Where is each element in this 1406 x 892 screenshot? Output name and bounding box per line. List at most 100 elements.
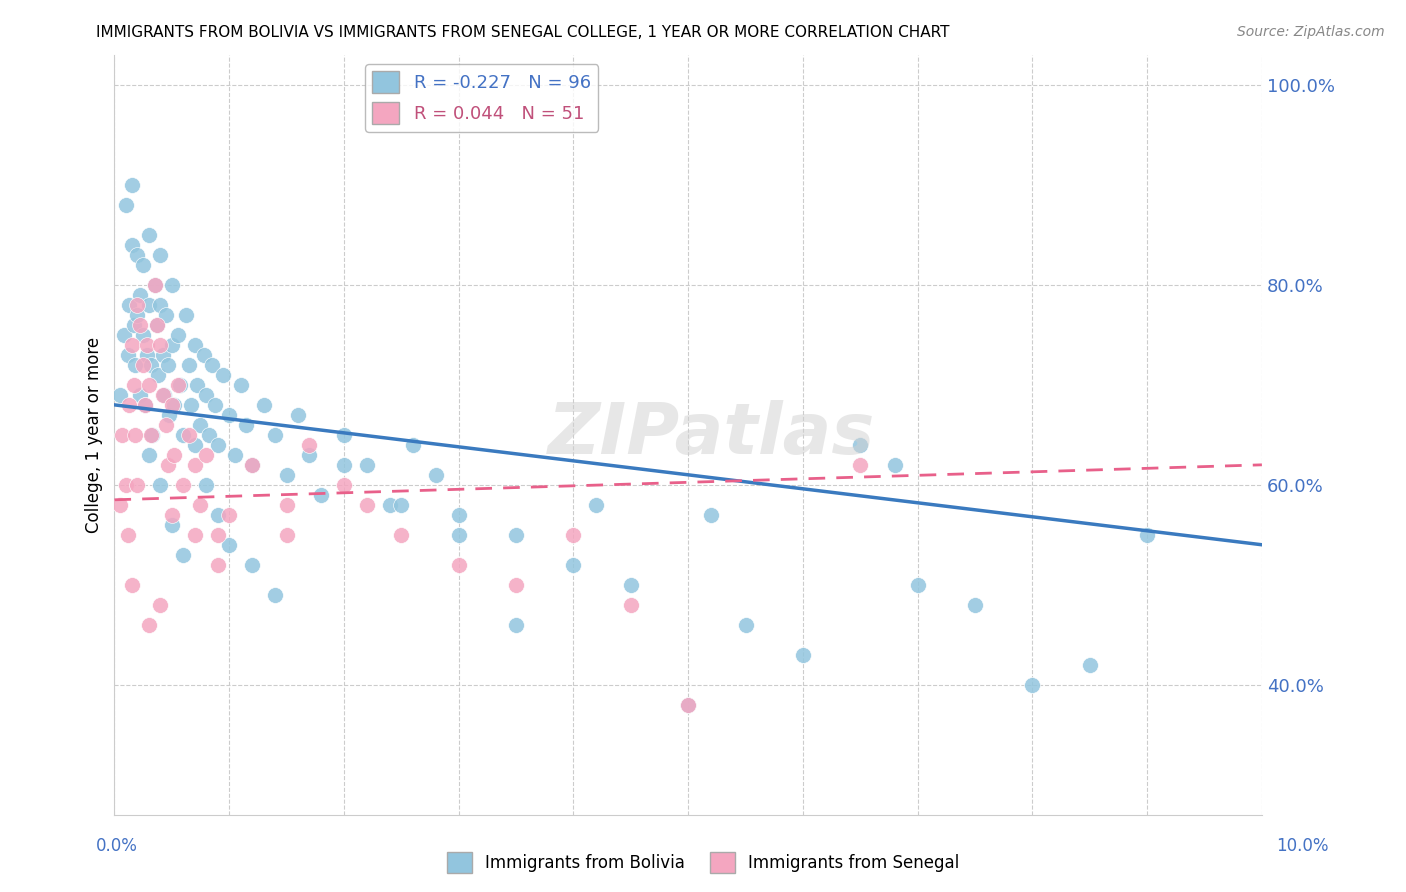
Point xyxy=(121,338,143,352)
Point xyxy=(298,448,321,462)
Point xyxy=(155,417,177,432)
Point xyxy=(160,277,183,292)
Point xyxy=(447,528,470,542)
Point xyxy=(562,558,585,572)
Text: 10.0%: 10.0% xyxy=(1277,837,1329,855)
Point xyxy=(734,617,756,632)
Point xyxy=(207,558,229,572)
Point xyxy=(184,438,207,452)
Point xyxy=(121,238,143,252)
Point xyxy=(134,398,156,412)
Point xyxy=(160,338,183,352)
Point xyxy=(193,348,215,362)
Point xyxy=(108,388,131,402)
Point xyxy=(118,298,141,312)
Point xyxy=(112,327,135,342)
Point xyxy=(128,318,150,332)
Point xyxy=(201,358,224,372)
Point xyxy=(124,358,146,372)
Point xyxy=(121,578,143,592)
Point xyxy=(135,348,157,362)
Point xyxy=(166,377,188,392)
Point xyxy=(849,438,872,452)
Point xyxy=(190,417,212,432)
Legend: R = -0.227   N = 96, R = 0.044   N = 51: R = -0.227 N = 96, R = 0.044 N = 51 xyxy=(366,64,598,132)
Point xyxy=(585,498,607,512)
Text: Source: ZipAtlas.com: Source: ZipAtlas.com xyxy=(1237,25,1385,39)
Point xyxy=(389,528,412,542)
Point xyxy=(186,377,208,392)
Point xyxy=(149,298,172,312)
Point xyxy=(152,348,174,362)
Point xyxy=(160,508,183,522)
Text: ZIPatlas: ZIPatlas xyxy=(547,401,875,469)
Point xyxy=(139,358,162,372)
Point xyxy=(139,427,162,442)
Point xyxy=(676,698,699,712)
Point xyxy=(195,388,218,402)
Point xyxy=(298,438,321,452)
Point xyxy=(620,598,643,612)
Point xyxy=(172,548,194,562)
Point xyxy=(132,327,155,342)
Point xyxy=(127,478,149,492)
Point xyxy=(127,308,149,322)
Point xyxy=(149,338,172,352)
Point xyxy=(207,528,229,542)
Point xyxy=(135,338,157,352)
Point xyxy=(149,598,172,612)
Point xyxy=(402,438,425,452)
Point xyxy=(264,427,287,442)
Point xyxy=(218,538,240,552)
Point xyxy=(157,458,180,472)
Point xyxy=(108,498,131,512)
Point xyxy=(122,377,145,392)
Point xyxy=(157,358,180,372)
Point xyxy=(124,427,146,442)
Point xyxy=(849,458,872,472)
Point xyxy=(276,498,298,512)
Point xyxy=(138,617,160,632)
Point xyxy=(152,388,174,402)
Point xyxy=(163,448,186,462)
Point xyxy=(118,398,141,412)
Point xyxy=(235,417,257,432)
Point xyxy=(115,198,138,212)
Point xyxy=(159,408,181,422)
Point xyxy=(134,398,156,412)
Point xyxy=(425,467,447,482)
Point xyxy=(309,488,332,502)
Point xyxy=(1136,528,1159,542)
Point xyxy=(149,248,172,262)
Point xyxy=(907,578,929,592)
Point xyxy=(128,288,150,302)
Point xyxy=(276,467,298,482)
Text: 0.0%: 0.0% xyxy=(96,837,138,855)
Point xyxy=(138,448,160,462)
Point xyxy=(163,398,186,412)
Point xyxy=(180,398,202,412)
Point xyxy=(127,298,149,312)
Point xyxy=(207,438,229,452)
Point xyxy=(115,478,138,492)
Point xyxy=(389,498,412,512)
Point xyxy=(160,517,183,532)
Point xyxy=(620,578,643,592)
Point xyxy=(700,508,723,522)
Point xyxy=(117,528,139,542)
Point xyxy=(172,478,194,492)
Point xyxy=(212,368,235,382)
Point xyxy=(447,508,470,522)
Point xyxy=(505,528,527,542)
Point xyxy=(155,308,177,322)
Point xyxy=(184,528,207,542)
Point xyxy=(146,368,169,382)
Point xyxy=(252,398,274,412)
Point xyxy=(177,427,200,442)
Point xyxy=(121,178,143,192)
Point xyxy=(177,358,200,372)
Point xyxy=(218,508,240,522)
Point xyxy=(333,427,356,442)
Point xyxy=(174,308,197,322)
Point xyxy=(562,528,585,542)
